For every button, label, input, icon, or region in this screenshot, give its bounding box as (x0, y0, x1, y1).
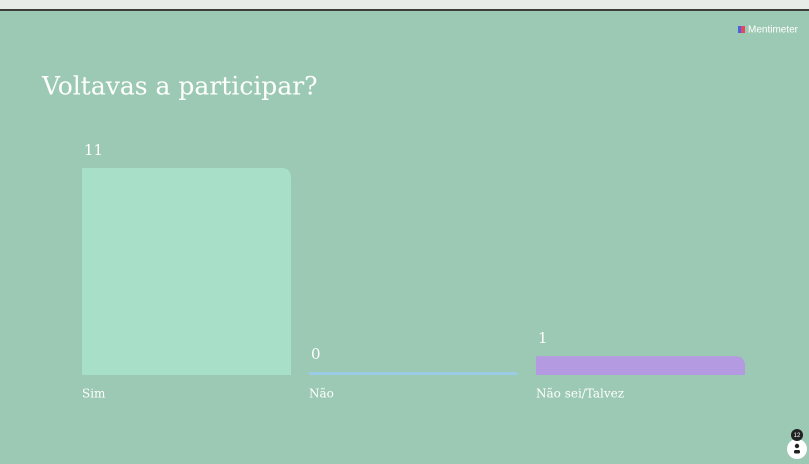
bar (82, 168, 291, 375)
bar (309, 372, 518, 375)
badge-icon-body (794, 450, 800, 454)
brand-logo-part (738, 26, 741, 33)
chart-title: Voltavas a participar? (41, 72, 318, 101)
value-label: 11 (84, 141, 103, 159)
category-label: Não (309, 387, 334, 401)
badge-icon-head (794, 443, 800, 449)
brand-name: Mentimeter (748, 25, 799, 36)
category-label: Não sei/Talvez (536, 387, 624, 401)
badge-circle (787, 439, 807, 459)
top-border (0, 9, 809, 11)
participant-count: 12 (794, 433, 801, 439)
participants-badge: 12 (787, 429, 807, 459)
top-strip (0, 0, 809, 9)
category-label: Sim (82, 387, 106, 401)
value-label: 0 (311, 345, 321, 363)
brand-logo (738, 26, 745, 33)
value-label: 1 (538, 329, 548, 347)
bar (536, 356, 745, 375)
badge-count-bg (791, 429, 803, 441)
